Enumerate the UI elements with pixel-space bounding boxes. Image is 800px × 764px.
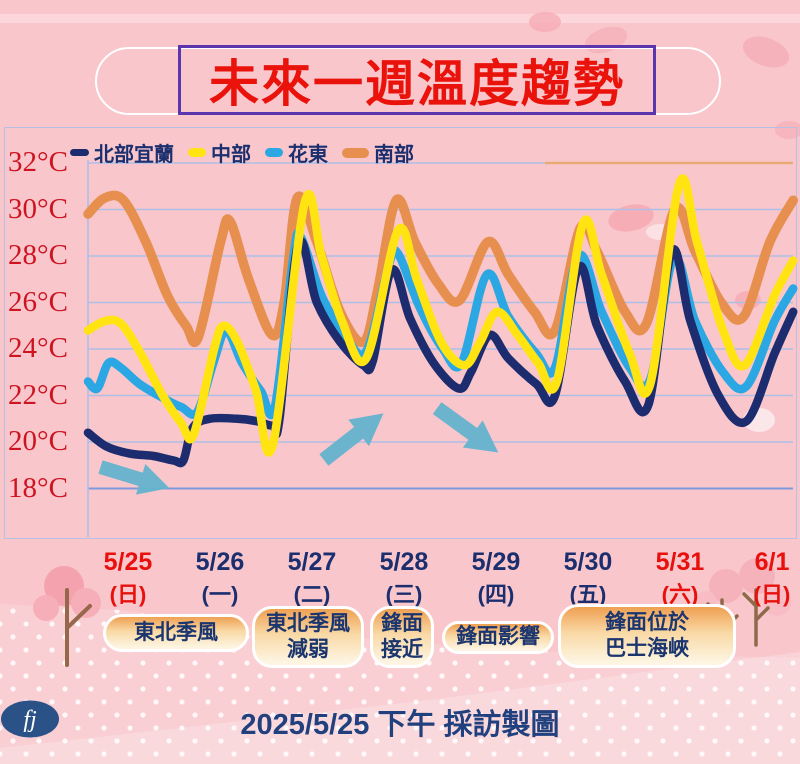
y-axis-label-24°C: 24°C [8, 332, 68, 364]
x-axis-label-5/29: 5/29 (四) [448, 546, 544, 609]
trend-arrow-2 [319, 413, 384, 466]
title-box: 未來一週溫度趨勢 [178, 45, 656, 115]
x-label-date: 5/26 [195, 548, 245, 576]
legend-label: 南部 [374, 144, 414, 166]
x-label-date: 5/30 [563, 548, 613, 576]
x-axis-label-5/31: 5/31 (六) [632, 546, 728, 609]
x-axis-label-5/26: 5/26 (一) [172, 546, 268, 609]
page-title: 未來一週溫度趨勢 [209, 56, 625, 112]
y-axis-label-20°C: 20°C [8, 425, 68, 457]
badge-text-line: 東北季風 [266, 611, 350, 635]
x-label-date: 5/28 [379, 548, 429, 576]
legend-label: 花東 [288, 144, 328, 166]
badge-text-line: 鋒面位於 [605, 610, 689, 634]
y-axis-label-18°C: 18°C [8, 471, 68, 504]
footer-caption: 2025/5/25 下午 採訪製圖 [240, 709, 560, 741]
left-tree-decoration [33, 566, 101, 667]
badge-text-line: 巴士海峽 [605, 637, 689, 660]
x-label-weekday: (三) [385, 581, 423, 607]
x-label-date: 5/29 [471, 548, 521, 576]
weather-badge-東北季風減弱: 東北季風 減弱 [252, 606, 364, 668]
weather-badge-鋒面接近: 鋒面 接近 [370, 606, 434, 668]
y-axis-label-26°C: 26°C [8, 285, 68, 318]
legend-swatch-icon [342, 147, 369, 158]
x-axis-label-5/28: 5/28 (三) [356, 546, 452, 609]
x-label-date: 6/1 [754, 548, 790, 576]
top-light-stripe [0, 14, 800, 23]
chart-panel [4, 127, 797, 539]
badge-text-line: 鋒面影響 [456, 625, 540, 649]
x-label-weekday: (一) [201, 581, 239, 607]
x-label-weekday: (日) [109, 581, 147, 607]
badge-text-line: 接近 [381, 638, 423, 661]
y-axis-label-30°C: 30°C [8, 192, 68, 225]
legend-label: 北部宜蘭 [94, 144, 174, 166]
legend-swatch-icon [70, 149, 89, 156]
weather-badge-鋒面位於巴士海峽: 鋒面位於 巴士海峽 [558, 604, 736, 668]
legend-item-中部: 中部 [188, 138, 251, 167]
newspaper-logo-icon: fj [1, 700, 59, 738]
badge-text-line: 東北季風 [134, 620, 218, 644]
x-axis-label-6/1: 6/1 (日) [724, 546, 800, 609]
legend-item-花東: 花東 [265, 138, 328, 167]
y-axis-label-22°C: 22°C [8, 378, 68, 411]
y-axis-label-28°C: 28°C [8, 239, 68, 271]
x-label-weekday: (六) [661, 581, 699, 607]
series-line-南部 [83, 190, 798, 348]
logo-glyph: fj [23, 707, 37, 733]
footer: fj 2025/5/25 下午 採訪製圖 [0, 698, 800, 746]
legend-item-北部宜蘭: 北部宜蘭 [70, 138, 174, 167]
chart-legend: 北部宜蘭 中部 花東 南部 [70, 138, 414, 167]
legend-item-南部: 南部 [342, 138, 414, 167]
x-label-weekday: (二) [293, 581, 331, 607]
x-label-date: 5/27 [287, 548, 337, 576]
x-label-weekday: (四) [477, 581, 515, 607]
trend-arrow-1 [98, 460, 170, 495]
legend-swatch-icon [265, 148, 283, 157]
badge-text-line: 減弱 [287, 638, 329, 661]
x-label-weekday: (五) [569, 581, 607, 607]
x-axis-label-5/30: 5/30 (五) [540, 546, 636, 609]
x-axis-label-5/27: 5/27 (二) [264, 546, 360, 609]
x-label-date: 5/25 [103, 548, 153, 576]
weather-badge-東北季風: 東北季風 [103, 614, 249, 652]
trend-arrow-3 [432, 402, 499, 453]
x-label-date: 5/31 [655, 548, 705, 576]
x-axis-label-5/25: 5/25 (日) [80, 546, 176, 609]
x-label-weekday: (日) [753, 581, 791, 607]
series-line-中部 [83, 174, 798, 457]
legend-swatch-icon [188, 148, 206, 157]
badge-text-line: 鋒面 [381, 611, 423, 635]
legend-label: 中部 [211, 144, 251, 166]
y-axis-label-32°C: 32°C [8, 146, 68, 178]
weather-badge-鋒面影響: 鋒面影響 [442, 621, 554, 654]
